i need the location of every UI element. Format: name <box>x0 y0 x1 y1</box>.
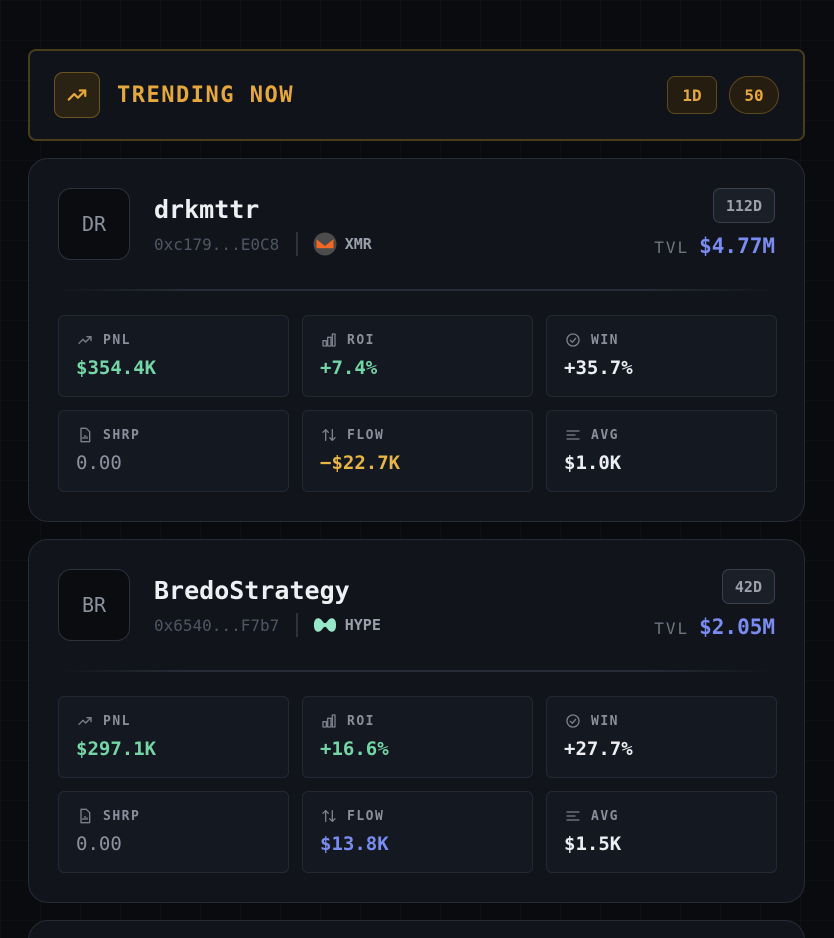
stat-avg: AVG $1.0K <box>546 410 777 492</box>
stat-win: WIN +27.7% <box>546 696 777 778</box>
divider <box>296 232 298 256</box>
stat-label: PNL <box>103 713 131 729</box>
align-left-icon <box>564 808 581 825</box>
tvl-label: TVL <box>654 619 690 638</box>
divider <box>58 670 775 672</box>
avatar: BR <box>58 569 130 641</box>
check-circle-icon <box>564 332 581 349</box>
trending-header: TRENDING NOW 1D 50 <box>28 49 805 141</box>
stat-label: ROI <box>347 713 375 729</box>
stat-value: +16.6% <box>320 738 389 760</box>
trending-panel: TRENDING NOW 1D 50 DR drkmttr 0xc179...E… <box>28 49 805 938</box>
stat-label: ROI <box>347 332 375 348</box>
divider <box>296 613 298 637</box>
trader-meta: 0xc179...E0C8 XMR <box>154 231 372 257</box>
stat-value: −$22.7K <box>320 452 401 474</box>
section-title: TRENDING NOW <box>117 82 294 108</box>
stat-value: +35.7% <box>564 357 633 379</box>
tvl: TVL $2.05M <box>654 615 775 639</box>
align-left-icon <box>564 427 581 444</box>
trending-up-icon <box>76 332 93 349</box>
bar-chart-icon <box>320 332 337 349</box>
arrows-up-down-icon <box>320 808 337 825</box>
stat-label: WIN <box>591 713 619 729</box>
stat-label: SHRP <box>103 808 141 824</box>
hyperliquid-icon <box>313 613 337 637</box>
document-chart-icon <box>76 808 93 825</box>
tvl: TVL $4.77M <box>654 234 775 258</box>
trader-card[interactable]: DR drkmttr 0xc179...E0C8 XMR 112D TVL $4… <box>28 158 805 522</box>
trending-up-icon <box>54 72 100 118</box>
stat-pnl: PNL $297.1K <box>58 696 289 778</box>
stat-label: SHRP <box>103 427 141 443</box>
coin-symbol: XMR <box>344 235 372 253</box>
wallet-address[interactable]: 0x6540...F7b7 <box>154 615 280 635</box>
stat-roi: ROI +7.4% <box>302 315 533 397</box>
tvl-value: $2.05M <box>699 615 775 639</box>
stat-label: WIN <box>591 332 619 348</box>
stat-label: FLOW <box>347 427 385 443</box>
trader-name[interactable]: drkmttr <box>154 195 260 224</box>
tvl-value: $4.77M <box>699 234 775 258</box>
stat-label: FLOW <box>347 808 385 824</box>
stat-value: 0.00 <box>76 452 122 474</box>
stat-value: $13.8K <box>320 833 389 855</box>
stat-label: AVG <box>591 427 619 443</box>
trader-card[interactable] <box>28 920 805 938</box>
bar-chart-icon <box>320 713 337 730</box>
stat-value: $1.5K <box>564 833 622 855</box>
stat-flow: FLOW −$22.7K <box>302 410 533 492</box>
stat-shrp: SHRP 0.00 <box>58 410 289 492</box>
stat-label: PNL <box>103 332 131 348</box>
monero-icon <box>313 232 337 256</box>
trader-name[interactable]: BredoStrategy <box>154 576 350 605</box>
stat-shrp: SHRP 0.00 <box>58 791 289 873</box>
coin-symbol: HYPE <box>344 616 381 634</box>
stat-value: 0.00 <box>76 833 122 855</box>
divider <box>58 289 775 291</box>
arrows-up-down-icon <box>320 427 337 444</box>
age-badge: 42D <box>721 569 775 604</box>
avatar: DR <box>58 188 130 260</box>
period-filter-button[interactable]: 1D <box>667 76 717 114</box>
stat-pnl: PNL $354.4K <box>58 315 289 397</box>
age-badge: 112D <box>712 188 775 223</box>
stat-roi: ROI +16.6% <box>302 696 533 778</box>
stat-win: WIN +35.7% <box>546 315 777 397</box>
trending-up-icon <box>76 713 93 730</box>
count-filter-button[interactable]: 50 <box>729 76 779 114</box>
stats-grid: PNL $354.4K ROI +7.4% WIN <box>58 315 777 492</box>
document-chart-icon <box>76 427 93 444</box>
stat-value: $354.4K <box>76 357 157 379</box>
wallet-address[interactable]: 0xc179...E0C8 <box>154 234 280 254</box>
stats-grid: PNL $297.1K ROI +16.6% WIN <box>58 696 777 873</box>
stat-value: +27.7% <box>564 738 633 760</box>
stat-value: $1.0K <box>564 452 622 474</box>
check-circle-icon <box>564 713 581 730</box>
stat-label: AVG <box>591 808 619 824</box>
trader-card[interactable]: BR BredoStrategy 0x6540...F7b7 HYPE 42D … <box>28 539 805 903</box>
stat-value: $297.1K <box>76 738 157 760</box>
tvl-label: TVL <box>654 238 690 257</box>
stat-flow: FLOW $13.8K <box>302 791 533 873</box>
trader-meta: 0x6540...F7b7 HYPE <box>154 612 381 638</box>
stat-value: +7.4% <box>320 357 378 379</box>
stat-avg: AVG $1.5K <box>546 791 777 873</box>
